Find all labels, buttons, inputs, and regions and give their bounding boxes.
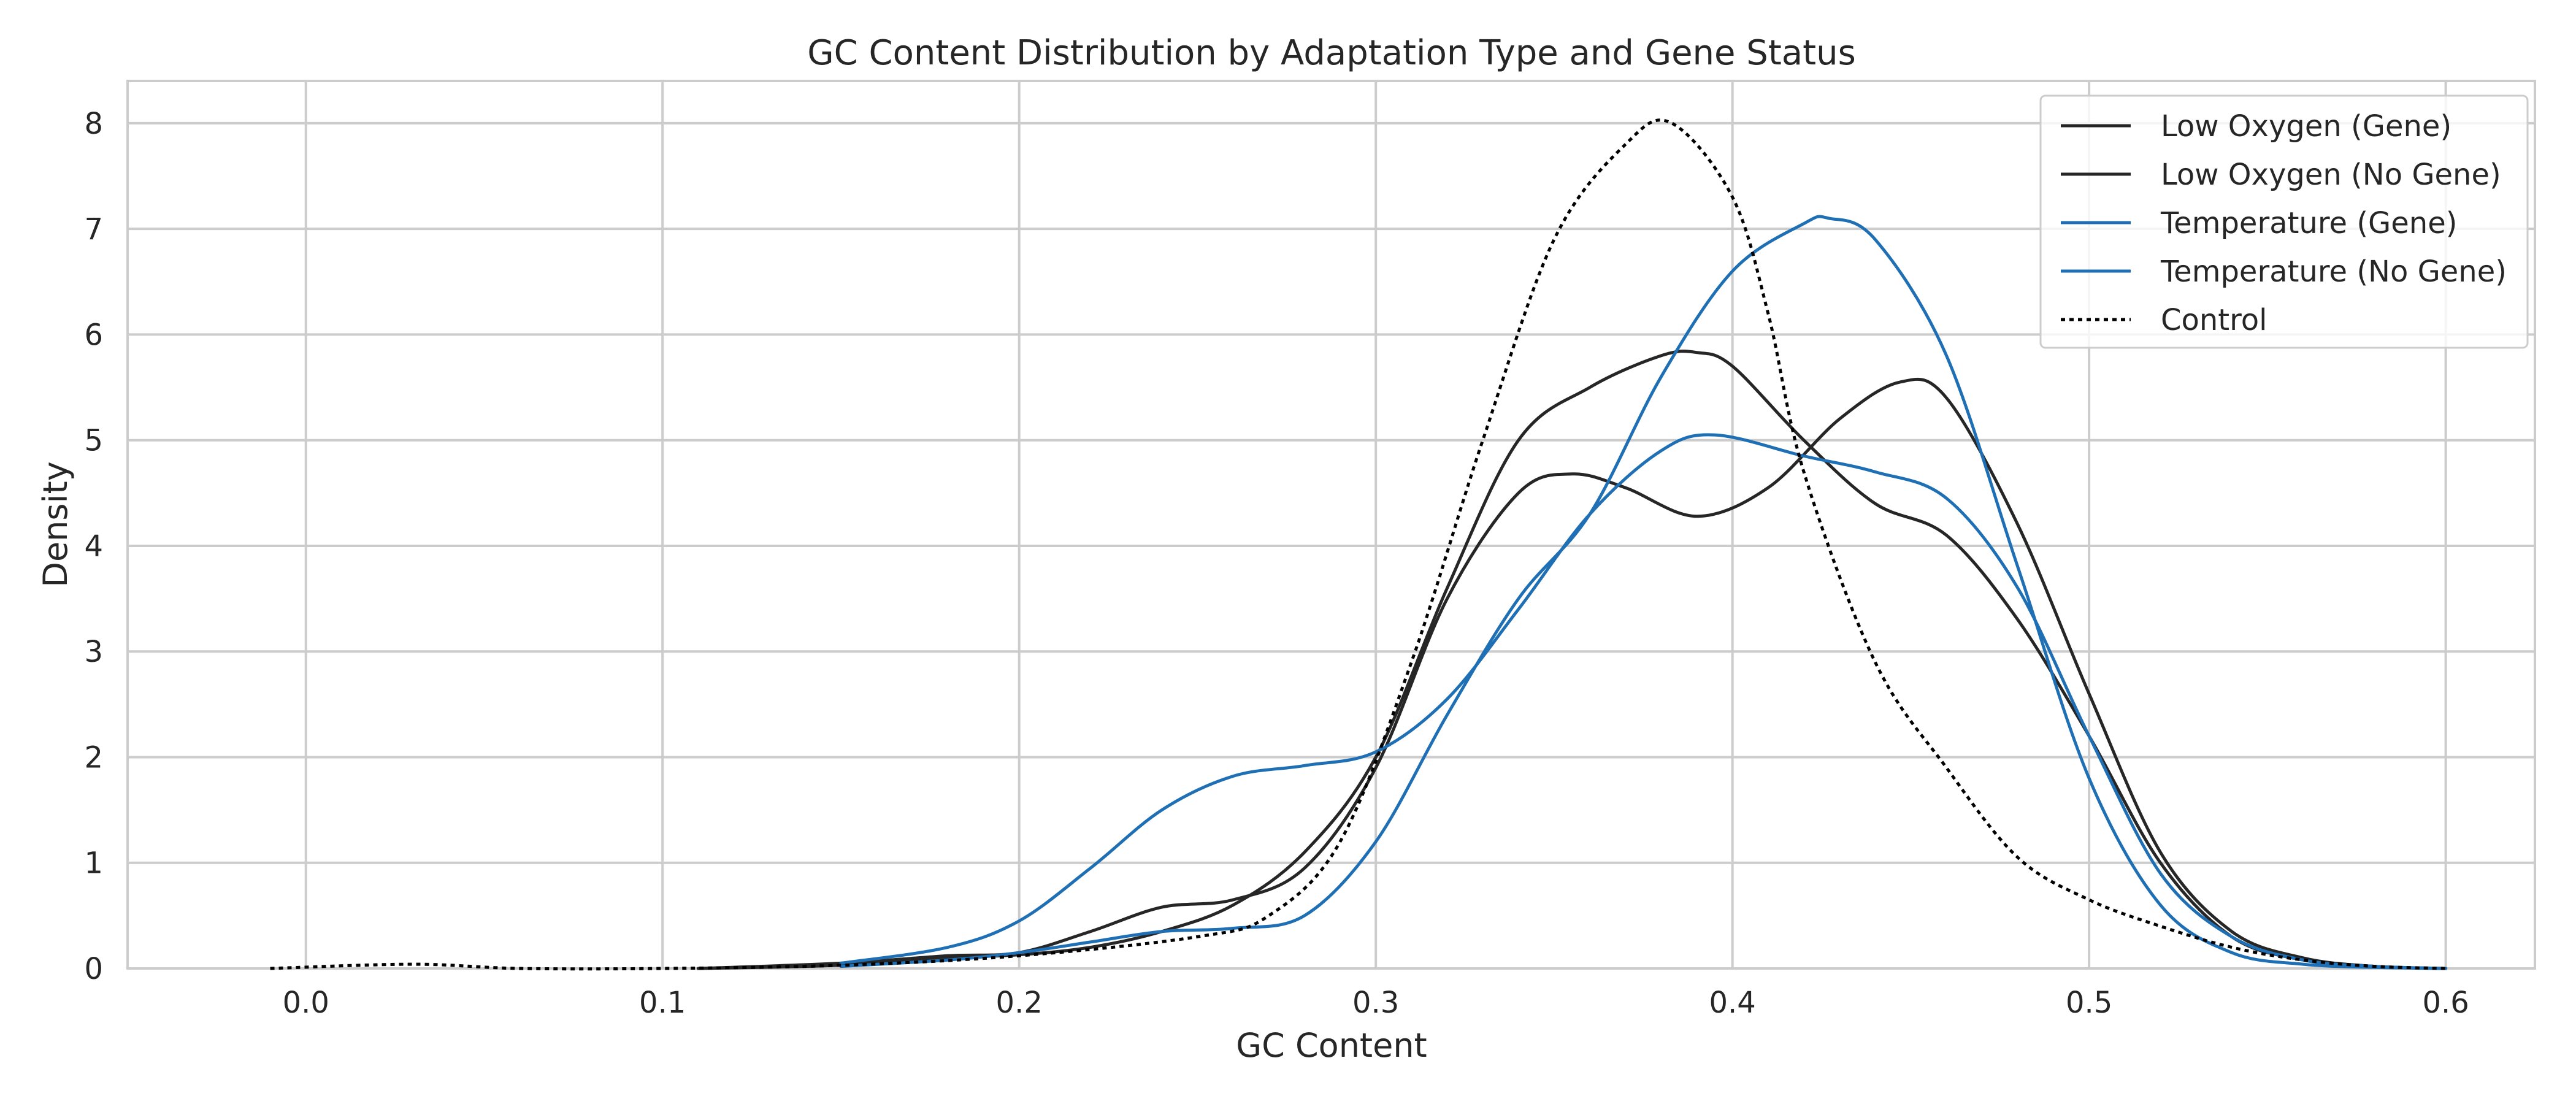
- x-tick-label: 0.4: [1709, 986, 1755, 1020]
- x-tick-label: 0.0: [283, 986, 329, 1020]
- y-tick-label: 7: [84, 212, 103, 247]
- legend-label: Low Oxygen (No Gene): [2161, 158, 2501, 192]
- x-axis-label: GC Content: [1236, 1026, 1427, 1065]
- x-axis-ticks: 0.0 0.1 0.2 0.3 0.4 0.5 0.6: [283, 986, 2469, 1020]
- series-line-temperature-no-gene: [839, 433, 2448, 970]
- legend-label: Temperature (Gene): [2160, 206, 2457, 240]
- y-tick-label: 3: [84, 635, 103, 669]
- series-line-low-oxygen-no-gene: [696, 350, 2448, 970]
- x-tick-label: 0.3: [1352, 986, 1399, 1020]
- legend-label: Temperature (No Gene): [2160, 255, 2507, 289]
- series-line-temperature-gene: [839, 215, 2448, 970]
- plot-area-frame: [126, 80, 2536, 970]
- x-tick-label: 0.5: [2066, 986, 2112, 1020]
- y-tick-label: 0: [84, 952, 103, 986]
- y-tick-label: 2: [84, 740, 103, 775]
- y-tick-label: 4: [84, 529, 103, 564]
- x-tick-label: 0.6: [2422, 986, 2469, 1020]
- chart-title: GC Content Distribution by Adaptation Ty…: [807, 33, 1856, 73]
- legend-label: Control: [2161, 303, 2267, 337]
- legend: Low Oxygen (Gene) Low Oxygen (No Gene) Tem…: [2039, 94, 2529, 349]
- x-tick-label: 0.1: [639, 986, 686, 1020]
- y-axis-ticks: 0 1 2 3 4 5 6 7 8: [84, 107, 103, 986]
- y-tick-label: 5: [84, 424, 103, 458]
- y-tick-label: 1: [84, 846, 103, 881]
- y-axis-label: Density: [36, 461, 75, 587]
- legend-label: Low Oxygen (Gene): [2161, 109, 2451, 144]
- y-tick-label: 8: [84, 107, 103, 141]
- legend-box: [2039, 94, 2529, 349]
- x-tick-label: 0.2: [996, 986, 1043, 1020]
- series-lines: [270, 118, 2448, 971]
- y-tick-label: 6: [84, 318, 103, 352]
- series-line-control: [270, 118, 2446, 971]
- series-line-low-oxygen-gene: [696, 377, 2448, 970]
